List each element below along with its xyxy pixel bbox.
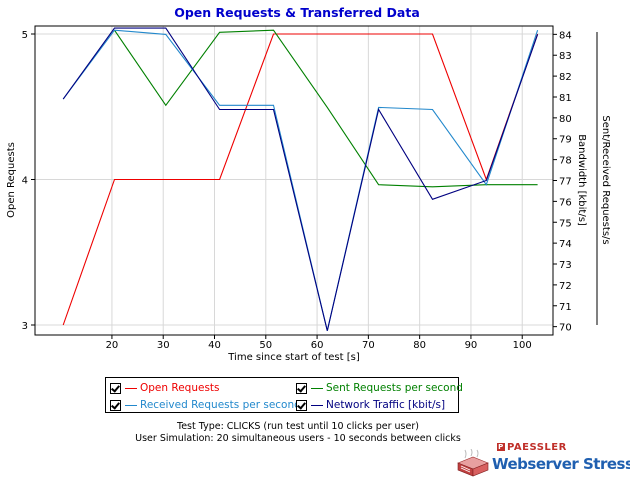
checkbox-icon[interactable]: [296, 382, 307, 394]
legend-item-open-requests[interactable]: Open Requests: [110, 380, 220, 396]
y-right-tick-label: 77: [559, 177, 572, 188]
y-right-tick-label: 83: [559, 51, 572, 62]
x-tick-label: 60: [311, 340, 324, 351]
y-left-tick-label: 5: [22, 30, 28, 41]
y-axis-right-requests-label: Sent/Received Requests/s: [600, 115, 611, 244]
legend-item-sent-requests[interactable]: Sent Requests per second: [296, 380, 463, 396]
x-tick-label: 40: [208, 340, 221, 351]
chart-title: Open Requests & Transferred Data: [174, 5, 420, 20]
y-right-tick-label: 79: [559, 135, 572, 146]
legend-label: Network Traffic [kbit/s]: [326, 399, 446, 411]
chart: Open Requests & Transferred Data 20 30 40 5…: [6, 5, 611, 363]
y-right-tick-label: 73: [559, 260, 572, 271]
series-line-open-requests: [62, 33, 539, 326]
x-tick-label: 30: [157, 340, 170, 351]
line-swatch-icon: [125, 387, 137, 389]
series-line-sent-requests-per-second: [114, 29, 538, 188]
y-left-tick-label: 4: [22, 176, 28, 187]
plot-frame: [34, 25, 554, 336]
legend-label: Sent Requests per second: [326, 382, 463, 394]
paessler-p-icon: P: [497, 443, 505, 451]
line-swatch-icon: [311, 404, 323, 406]
tick-layer: 20 30 40 50 60 70 80 90 100 3 4 5 70 71 72 73 74 75 76 77 78…: [22, 30, 572, 351]
y-axis-right-bandwidth-label: Bandwidth [kbit/s]: [576, 134, 587, 226]
legend-label: Open Requests: [140, 382, 220, 394]
y-right-tick-label: 81: [559, 93, 572, 104]
checkbox-icon[interactable]: [296, 399, 307, 411]
x-tick-label: 100: [513, 340, 532, 351]
y-right-tick-label: 71: [559, 302, 572, 313]
y-right-tick-label: 84: [559, 30, 572, 41]
series-line-received-requests-per-second: [62, 29, 539, 331]
x-tick-label: 90: [465, 340, 478, 351]
y-right-tick-label: 74: [559, 239, 572, 250]
y-right-tick-label: 82: [559, 72, 572, 83]
y-right-tick-label: 80: [559, 114, 572, 125]
checkbox-icon[interactable]: [110, 382, 121, 394]
footer-test-type: Test Type: CLICKS (run test until 10 cli…: [177, 421, 419, 432]
line-swatch-icon: [125, 404, 137, 406]
x-tick-label: 70: [362, 340, 375, 351]
y-right-tick-label: 70: [559, 323, 572, 334]
y-right-tick-label: 78: [559, 156, 572, 167]
series-line-network-traffic-kbit-s: [62, 27, 539, 331]
y-right-tick-label: 76: [559, 197, 572, 208]
grid: [35, 26, 553, 335]
y-axis-left-label: Open Requests: [6, 142, 17, 218]
y-right-tick-label: 72: [559, 281, 572, 292]
series-layer: [62, 27, 539, 331]
x-tick-label: 80: [413, 340, 426, 351]
x-tick-label: 20: [106, 340, 119, 351]
legend-item-network-traffic[interactable]: Network Traffic [kbit/s]: [296, 397, 445, 413]
checkbox-icon[interactable]: [110, 399, 121, 411]
y-right-tick-label: 75: [559, 218, 572, 229]
server-logo-icon: [457, 449, 489, 477]
y-left-tick-label: 3: [22, 321, 28, 332]
legend-label: Received Requests per second: [140, 399, 301, 411]
x-tick-label: 50: [259, 340, 272, 351]
legend: Open Requests Sent Requests per second R…: [105, 377, 463, 413]
company-name: PAESSLER: [507, 442, 567, 453]
line-swatch-icon: [311, 387, 323, 389]
product-name: Webserver Stress Tool: [492, 455, 630, 473]
x-axis-label: Time since start of test [s]: [227, 352, 360, 363]
footer-user-simulation: User Simulation: 20 simultaneous users -…: [135, 433, 461, 444]
legend-item-received-requests[interactable]: Received Requests per second: [110, 397, 301, 413]
paessler-brand: P PAESSLER: [497, 442, 567, 453]
